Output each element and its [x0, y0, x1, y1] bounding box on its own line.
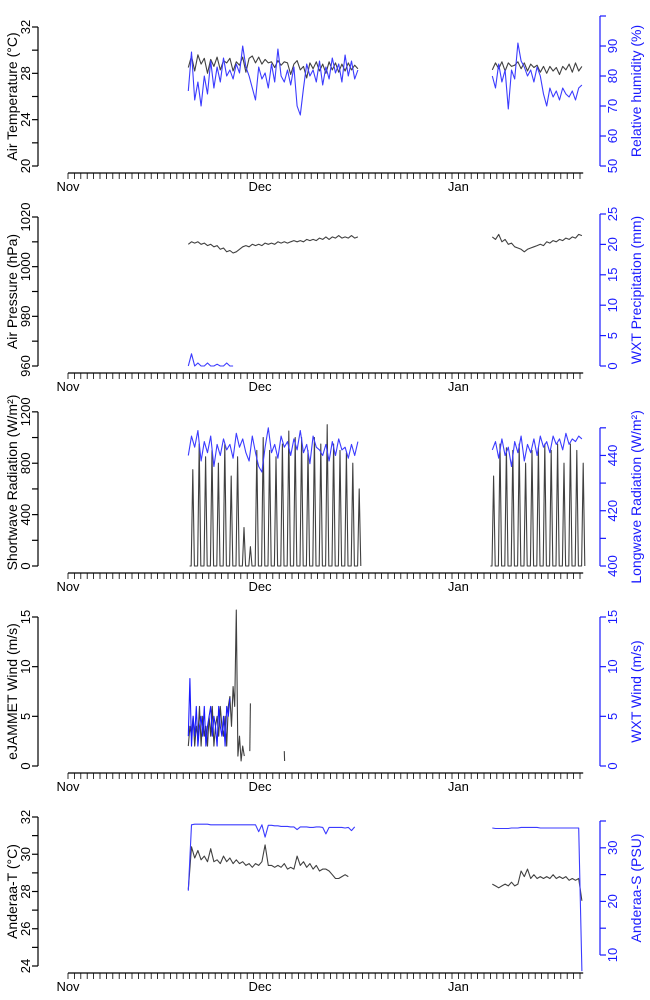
- series-line-air-pressure: [491, 233, 583, 253]
- series-line-shortwave-radiation-daily-peaks-: [490, 443, 586, 567]
- left-tick-label: 1000: [18, 252, 33, 281]
- right-tick-label: 15: [605, 610, 620, 624]
- series-line-wxt-precipitation: [187, 353, 234, 367]
- right-tick-label: 440: [605, 445, 620, 467]
- right-axis-title: Longwave Radiation (W/m²): [628, 410, 644, 584]
- left-tick-label: 1200: [18, 397, 33, 426]
- left-tick-label: 1020: [18, 203, 33, 232]
- right-tick-label: 80: [605, 69, 620, 83]
- right-tick-label: 70: [605, 99, 620, 113]
- series-line-relative-humidity: [187, 45, 359, 116]
- left-tick-label: 15: [18, 610, 33, 624]
- series-line-relative-humidity: [491, 42, 583, 110]
- series-line-wxt-wind: [187, 678, 231, 747]
- right-axis-title: Relative humidity (%): [628, 25, 644, 157]
- panel-5: 24 26 28 30 32 Anderaa-T (°C) 10 20 30 Anderaa-S …: [4, 810, 644, 994]
- left-tick-label: 24: [18, 959, 33, 973]
- x-tick-label: Nov: [56, 579, 80, 594]
- right-axis-title: WXT Wind (m/s): [628, 640, 644, 742]
- x-tick-label: Dec: [248, 779, 272, 794]
- left-axis-title: Anderaa-T (°C): [4, 844, 20, 939]
- left-tick-label: 30: [18, 847, 33, 861]
- right-tick-label: 60: [605, 129, 620, 143]
- x-tick-label: Jan: [448, 379, 469, 394]
- x-tick-label: Jan: [448, 579, 469, 594]
- series-line-anderaa-t: [492, 868, 583, 901]
- right-tick-label: 25: [605, 207, 620, 221]
- left-tick-label: 960: [18, 355, 33, 377]
- left-tick-label: 10: [18, 659, 33, 673]
- x-tick-label: Nov: [56, 979, 80, 994]
- left-axis-title: eJAMMET Wind (m/s): [4, 623, 20, 760]
- x-tick-label: Dec: [248, 379, 272, 394]
- x-tick-label: Dec: [248, 979, 272, 994]
- x-tick-label: Jan: [448, 779, 469, 794]
- panel-2: 960 980 1000 1020 Air Pressure (hPa) 0 5 10 15 20…: [4, 203, 644, 394]
- x-tick-label: Nov: [56, 779, 80, 794]
- x-tick-label: Dec: [248, 179, 272, 194]
- series-line-longwave-radiation: [491, 432, 583, 468]
- right-tick-label: 0: [605, 762, 620, 769]
- left-tick-label: 5: [18, 713, 33, 720]
- left-axis-title: Air Pressure (hPa): [4, 234, 20, 349]
- right-tick-label: 5: [605, 713, 620, 720]
- series-line-longwave-radiation: [187, 427, 359, 473]
- series-line-air-pressure: [187, 235, 359, 254]
- right-axis-title: WXT Precipitation (mm): [628, 216, 644, 364]
- right-tick-label: 15: [605, 268, 620, 282]
- right-tick-label: 30: [605, 841, 620, 855]
- left-axis-title: Air Temperature (°C): [4, 32, 20, 160]
- left-axis-title: Shortwave Radiation (W/m²): [4, 395, 20, 571]
- left-tick-label: 0: [18, 762, 33, 769]
- x-tick-label: Jan: [448, 179, 469, 194]
- right-tick-label: 50: [605, 159, 620, 173]
- right-tick-label: 420: [605, 500, 620, 522]
- left-tick-label: 32: [18, 20, 33, 34]
- left-tick-label: 28: [18, 884, 33, 898]
- right-tick-label: 10: [605, 948, 620, 962]
- left-tick-label: 980: [18, 305, 33, 327]
- series-line-air-temperature: [187, 54, 359, 79]
- x-tick-label: Jan: [448, 979, 469, 994]
- left-tick-label: 24: [18, 112, 33, 126]
- left-tick-label: 20: [18, 159, 33, 173]
- right-tick-label: 5: [605, 332, 620, 339]
- left-tick-label: 0: [18, 562, 33, 569]
- x-tick-label: Dec: [248, 579, 272, 594]
- series-line-anderaa-s: [492, 826, 583, 972]
- left-tick-label: 32: [18, 810, 33, 824]
- left-tick-label: 28: [18, 66, 33, 80]
- series-line-ejammet-wind: [249, 703, 251, 752]
- right-tick-label: 20: [605, 237, 620, 251]
- series-line-air-temperature: [491, 61, 583, 76]
- left-tick-label: 800: [18, 452, 33, 474]
- series-line-anderaa-t: [187, 844, 349, 890]
- left-tick-label: 26: [18, 922, 33, 936]
- x-tick-label: Nov: [56, 179, 80, 194]
- right-tick-label: 0: [605, 362, 620, 369]
- right-tick-label: 10: [605, 298, 620, 312]
- series-line-shortwave-radiation-daily-peaks-: [189, 424, 362, 567]
- x-tick-label: Nov: [56, 379, 80, 394]
- right-axis-title: Anderaa-S (PSU): [628, 834, 644, 943]
- right-tick-label: 10: [605, 659, 620, 673]
- right-tick-label: 90: [605, 39, 620, 53]
- series-line-anderaa-s: [187, 823, 356, 891]
- left-tick-label: 400: [18, 504, 33, 526]
- right-tick-label: 400: [605, 555, 620, 577]
- right-tick-label: 20: [605, 894, 620, 908]
